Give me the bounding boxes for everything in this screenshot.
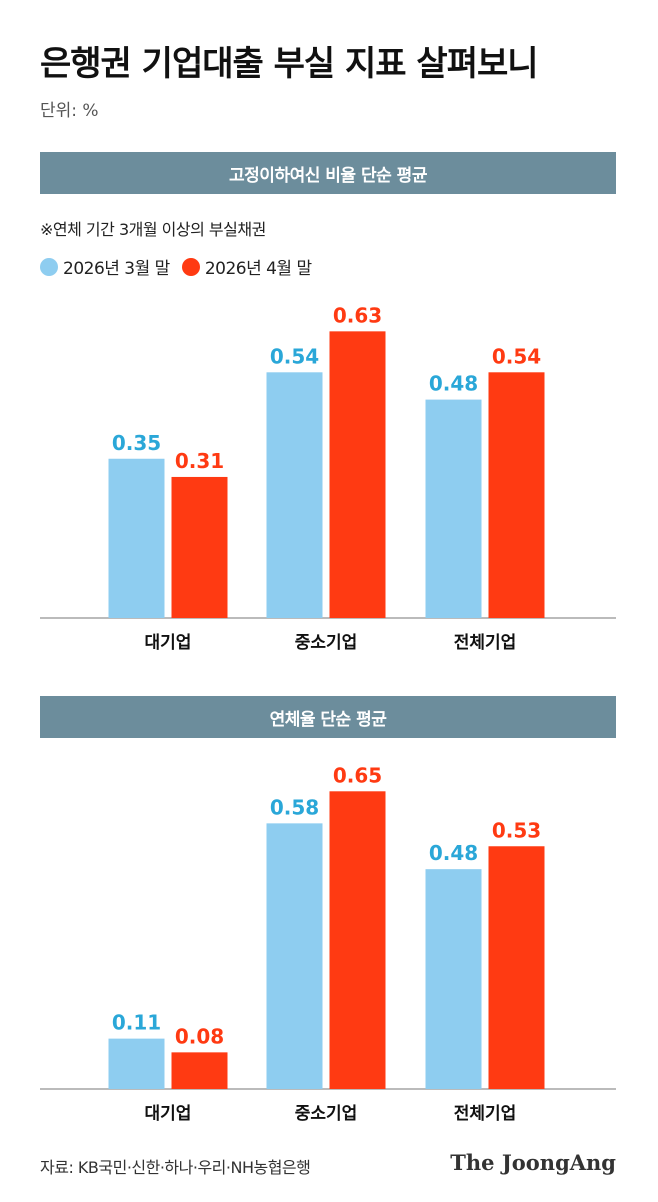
page-title: 은행권 기업대출 부실 지표 살펴보니 <box>40 44 539 84</box>
chart2-value-label-1-0: 0.58 <box>270 795 319 819</box>
legend-label-series2: 2026년 4월 말 <box>204 259 312 279</box>
legend-label-series1: 2026년 3월 말 <box>63 259 170 279</box>
chart1-bar-2-0 <box>425 399 482 618</box>
chart2-bar-2-1 <box>488 846 545 1089</box>
source-note: 자료: KB국민·신한·하나·우리·NH농협은행 <box>40 1158 311 1177</box>
chart1-title-bar: 고정이하여신 비율 단순 평균 <box>40 152 616 194</box>
unit-label: 단위: % <box>40 101 99 121</box>
chart1-note: ※연체 기간 3개월 이상의 부실채권 <box>40 220 266 239</box>
chart1-bar-0-0 <box>108 458 165 618</box>
legend: 2026년 3월 말 2026년 4월 말 <box>40 254 324 279</box>
chart1-value-label-1-1: 0.63 <box>333 303 382 327</box>
chart2-value-label-0-1: 0.08 <box>175 1024 224 1048</box>
chart2-bar-1-0 <box>266 823 323 1089</box>
legend-item-series2: 2026년 4월 말 <box>181 254 312 279</box>
legend-item-series1: 2026년 3월 말 <box>40 254 170 279</box>
chart2-category-label-1: 중소기업 <box>295 1104 358 1124</box>
chart1-category-label-0: 대기업 <box>145 633 192 653</box>
chart1-bar-2-1 <box>488 372 545 618</box>
chart2-value-label-1-1: 0.65 <box>333 763 382 787</box>
chart2-value-label-2-1: 0.53 <box>492 818 541 842</box>
chart2-category-label-0: 대기업 <box>145 1104 192 1124</box>
chart1-bar-1-0 <box>266 372 323 618</box>
chart2-value-label-0-0: 0.11 <box>112 1011 161 1035</box>
brand-logo: The JoongAng <box>450 1150 616 1175</box>
chart1-bar-0-1 <box>171 476 228 618</box>
chart2-category-label-2: 전체기업 <box>454 1104 517 1124</box>
chart1-category-label-1: 중소기업 <box>295 633 358 653</box>
chart2-title-bar: 연체율 단순 평균 <box>40 696 616 738</box>
chart1-category-label-2: 전체기업 <box>454 633 517 653</box>
chart2-bar-0-0 <box>108 1038 165 1089</box>
chart1-value-label-0-1: 0.31 <box>175 449 224 473</box>
chart1-value-label-1-0: 0.54 <box>270 344 319 368</box>
chart2-plot: 0.11 0.08 대기업 0.58 0.65 중소기업 0.48 0.53 전체기업 <box>40 763 616 1124</box>
chart2-value-label-2-0: 0.48 <box>429 841 478 865</box>
chart1-plot: 0.35 0.31 대기업 0.54 0.63 중소기업 0.48 0.54 전체기업 <box>40 303 616 653</box>
legend-dot-series2 <box>181 257 200 276</box>
chart2-bar-1-1 <box>329 791 386 1089</box>
chart2-bar-2-0 <box>425 869 482 1089</box>
chart1-bar-1-1 <box>329 331 386 618</box>
chart1-value-label-0-0: 0.35 <box>112 431 161 455</box>
chart1-value-label-2-1: 0.54 <box>492 344 541 368</box>
chart1-value-label-2-0: 0.48 <box>429 372 478 396</box>
legend-dot-series1 <box>40 257 58 276</box>
chart2-bar-0-1 <box>171 1052 228 1089</box>
